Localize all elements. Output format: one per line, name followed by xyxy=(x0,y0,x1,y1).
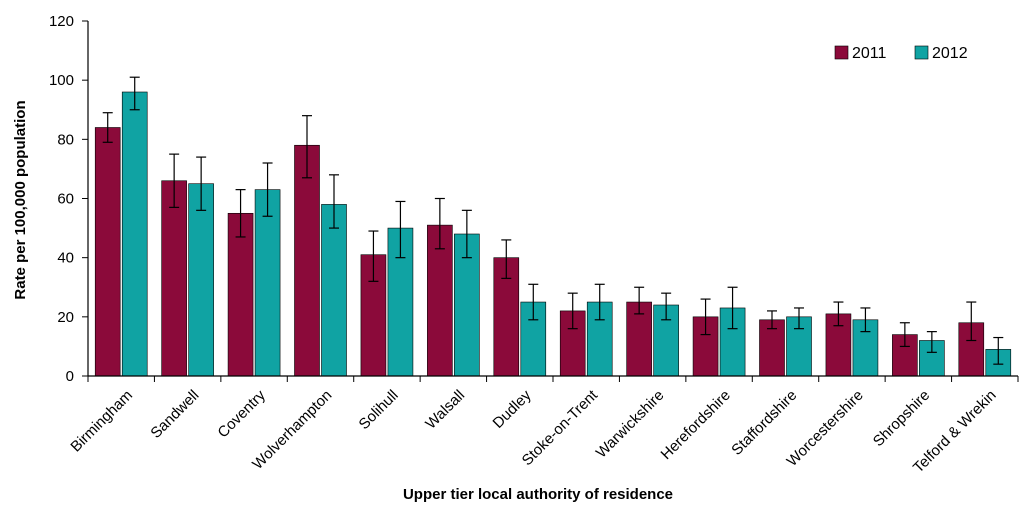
bar-2012-sandwell xyxy=(188,183,214,377)
axes-group xyxy=(87,21,1018,377)
legend-swatch-2012 xyxy=(914,45,929,60)
bar-2011-worcestershire xyxy=(825,313,852,377)
x-tick-label: Warwickshire xyxy=(593,387,668,462)
bar-2012-birmingham xyxy=(121,91,148,377)
legend: 2011 2012 xyxy=(834,45,968,62)
y-axis-title: Rate per 100,000 population xyxy=(12,100,29,299)
y-tick-label: 100 xyxy=(49,72,74,89)
y-tick-label: 20 xyxy=(57,309,74,326)
y-tick-label: 0 xyxy=(66,368,74,385)
y-tick-label: 120 xyxy=(49,13,74,30)
x-tick-label: Shropshire xyxy=(870,387,933,450)
x-axis-title: Upper tier local authority of residence xyxy=(403,486,673,503)
y-axis-ticks: 0 20 40 60 80 100 120 xyxy=(49,13,88,385)
bar-2011-wolverhampton xyxy=(294,144,320,377)
legend-swatch-2011 xyxy=(834,45,849,60)
x-tick-label: Dudley xyxy=(490,386,535,431)
x-tick-label: Coventry xyxy=(214,386,269,441)
x-tick-label: Walsall xyxy=(422,387,468,433)
bars-group xyxy=(94,91,1012,377)
x-tick-label: Staffordshire xyxy=(728,387,800,459)
bar-2011-walsall xyxy=(427,224,453,377)
bar-2011-birmingham xyxy=(94,127,121,377)
y-tick-label: 40 xyxy=(57,250,74,267)
y-axis-title-group: Rate per 100,000 population xyxy=(12,100,29,299)
bar-2011-coventry xyxy=(227,212,254,377)
bar-2011-sandwell xyxy=(161,180,187,377)
bar-2012-coventry xyxy=(254,189,281,377)
x-tick-label: Sandwell xyxy=(147,387,202,442)
legend-label-2012: 2012 xyxy=(932,45,968,62)
x-tick-label: Herefordshire xyxy=(658,387,734,463)
legend-label-2011: 2011 xyxy=(852,45,887,62)
x-tick-label: Solihull xyxy=(356,387,402,433)
y-tick-label: 80 xyxy=(57,131,74,148)
bar-2011-staffordshire xyxy=(759,319,785,377)
x-tick-label: Birmingham xyxy=(67,387,136,456)
y-tick-label: 60 xyxy=(57,191,74,208)
error-bars-group xyxy=(102,76,1004,365)
bar-2012-wolverhampton xyxy=(321,204,347,377)
